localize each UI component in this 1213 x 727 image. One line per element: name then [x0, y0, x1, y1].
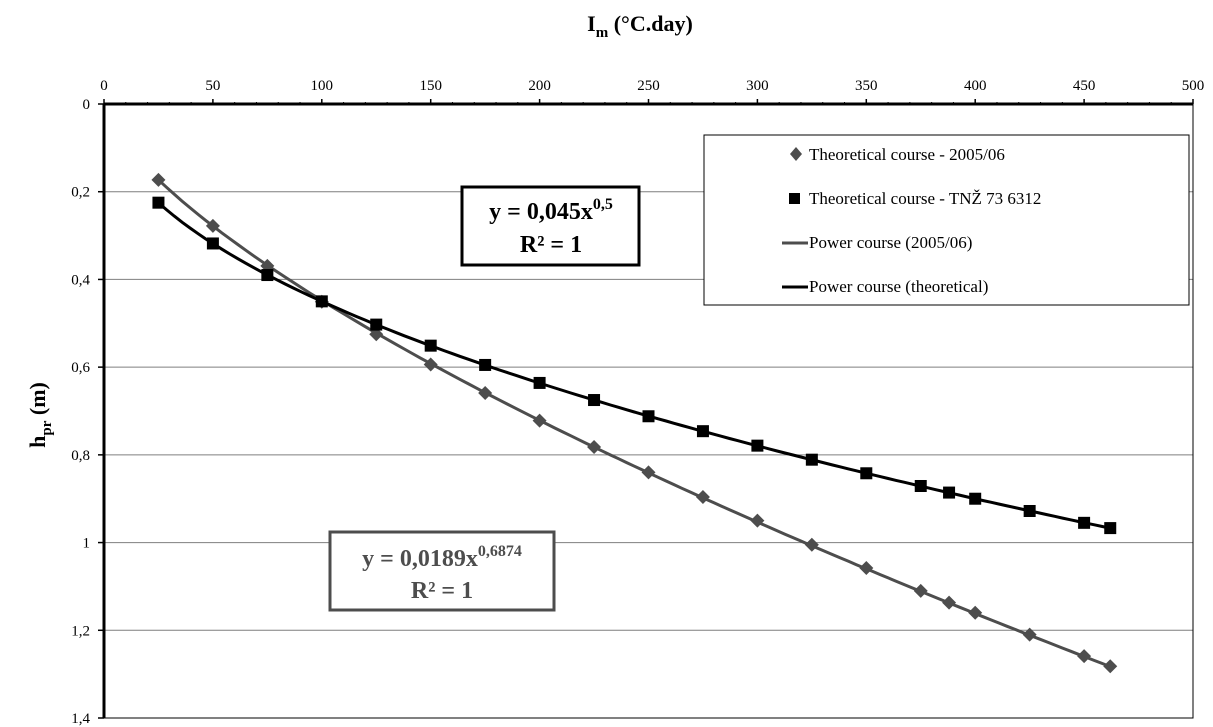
legend-item-tnz-markers: Theoretical course - TNŽ 73 6312 [789, 189, 1041, 208]
legend-item-2005-trend: Power course (2005/06) [782, 233, 972, 252]
point-series1-3 [315, 295, 328, 308]
point-series0-16 [968, 605, 983, 620]
equation-theoretical-exponent: 0,5 [593, 196, 613, 213]
legend-label-2005-markers: Theoretical course - 2005/06 [809, 145, 1005, 164]
x-tick-label-4: 200 [528, 78, 551, 94]
point-series0-18 [1077, 649, 1092, 664]
point-series0-13 [859, 561, 874, 576]
y-tick-label-4: 0,8 [71, 448, 90, 464]
y-axis-title: hpr (m) [25, 382, 55, 448]
point-series1-14 [914, 479, 927, 492]
equation-theoretical-line1: y = 0,045x0,5 [489, 196, 613, 225]
point-series0-4 [369, 327, 384, 342]
legend-item-2005-markers: Theoretical course - 2005/06 [790, 145, 1005, 164]
legend: Theoretical course - 2005/06 Theoretical… [703, 134, 1190, 306]
x-tick-label-1: 50 [205, 78, 220, 94]
tick-labels: 0 50 100 150 200 250 300 350 400 450 500 0 0,2 0,4 0,6… [71, 78, 1204, 727]
point-series1-8 [588, 394, 601, 407]
legend-frame [703, 134, 1190, 306]
point-series0-9 [641, 465, 656, 480]
point-series0-0 [151, 172, 166, 187]
x-tick-label-9: 450 [1073, 78, 1096, 94]
point-series1-7 [533, 376, 546, 389]
data-markers [151, 172, 1118, 674]
legend-label-tnz-markers: Theoretical course - TNŽ 73 6312 [809, 189, 1041, 208]
point-series1-12 [805, 453, 818, 466]
x-tick-label-7: 350 [855, 78, 878, 94]
y-tick-label-3: 0,6 [71, 360, 90, 376]
x-axis-title-subscript: m [596, 25, 609, 41]
legend-label-2005-trend: Power course (2005/06) [809, 233, 972, 252]
legend-diamond-icon [790, 147, 802, 161]
point-series1-18 [1078, 516, 1091, 529]
point-series1-19 [1104, 522, 1117, 535]
point-series1-15 [943, 486, 956, 499]
point-series0-15 [942, 595, 957, 610]
axes [98, 99, 1194, 719]
y-tick-label-0: 0 [83, 97, 91, 113]
point-series0-5 [423, 357, 438, 372]
legend-item-theoretical-trend: Power course (theoretical) [782, 277, 988, 296]
point-series1-6 [479, 358, 492, 371]
point-series1-5 [424, 339, 437, 352]
x-tick-label-10: 500 [1182, 78, 1205, 94]
y-tick-label-5: 1 [83, 536, 91, 552]
point-series0-1 [205, 218, 220, 233]
x-axis-title-unit: (°C.day) [608, 11, 693, 36]
x-tick-label-3: 150 [419, 78, 442, 94]
point-series0-19 [1103, 659, 1118, 674]
y-tick-label-2: 0,4 [71, 272, 90, 288]
equation-box-theoretical-frame [460, 185, 641, 267]
x-tick-label-2: 100 [311, 78, 334, 94]
y-axis-title-main: h [25, 436, 50, 448]
point-series1-13 [860, 467, 873, 480]
legend-label-theoretical-trend: Power course (theoretical) [809, 277, 988, 296]
y-tick-label-1: 0,2 [71, 185, 90, 201]
point-series1-9 [642, 410, 655, 423]
gridlines [103, 103, 1194, 719]
y-axis-title-unit: (m) [25, 382, 50, 420]
point-series0-17 [1022, 627, 1037, 642]
point-series0-8 [587, 439, 602, 454]
x-tick-label-5: 250 [637, 78, 660, 94]
equation-box-theoretical: y = 0,045x0,5 R² = 1 [460, 185, 641, 267]
x-axis-title-main: I [587, 11, 596, 36]
equation-2005-line1: y = 0,0189x0,6874 [362, 543, 522, 572]
point-series1-11 [751, 439, 764, 452]
point-series0-10 [695, 489, 710, 504]
equation-theoretical-base: y = 0,045x [489, 199, 593, 225]
point-series1-10 [696, 425, 709, 438]
point-series1-1 [206, 237, 219, 250]
equation-2005-r2: R² = 1 [411, 578, 473, 604]
point-series1-4 [370, 318, 383, 331]
y-tick-label-7: 1,4 [71, 711, 90, 727]
point-series0-6 [478, 386, 493, 401]
x-tick-label-0: 0 [100, 78, 108, 94]
x-tick-label-8: 400 [964, 78, 987, 94]
equation-2005-exponent: 0,6874 [478, 543, 522, 560]
x-tick-label-6: 300 [746, 78, 769, 94]
equation-box-2005-frame [328, 530, 556, 612]
equation-2005-base: y = 0,0189x [362, 546, 478, 572]
x-axis-title: Im (°C.day) [587, 11, 693, 41]
point-series0-7 [532, 413, 547, 428]
equation-theoretical-r2: R² = 1 [520, 232, 582, 258]
point-series0-14 [913, 583, 928, 598]
y-tick-label-6: 1,2 [71, 623, 90, 639]
legend-square-icon [789, 193, 800, 204]
y-axis-title-subscript: pr [39, 420, 55, 435]
point-series1-2 [261, 269, 274, 282]
point-series1-0 [152, 196, 165, 209]
equation-box-2005: y = 0,0189x0,6874 R² = 1 [328, 530, 556, 612]
point-series0-11 [750, 513, 765, 528]
point-series1-17 [1023, 504, 1036, 517]
point-series1-16 [969, 492, 982, 505]
point-series0-12 [804, 537, 819, 552]
